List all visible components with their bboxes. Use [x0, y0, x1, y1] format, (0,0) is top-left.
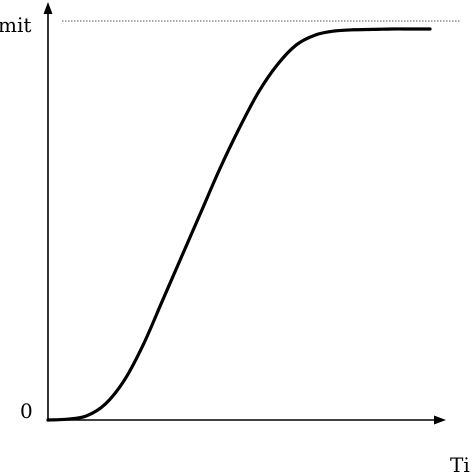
y-axis-arrowhead — [43, 2, 53, 14]
series-line — [46, 27, 432, 422]
x-axis-label: Ti — [450, 453, 470, 474]
y-tick-label: 0 — [20, 399, 33, 423]
upper-limit-label: mit — [0, 13, 31, 37]
x-axis-arrowhead — [434, 415, 446, 425]
